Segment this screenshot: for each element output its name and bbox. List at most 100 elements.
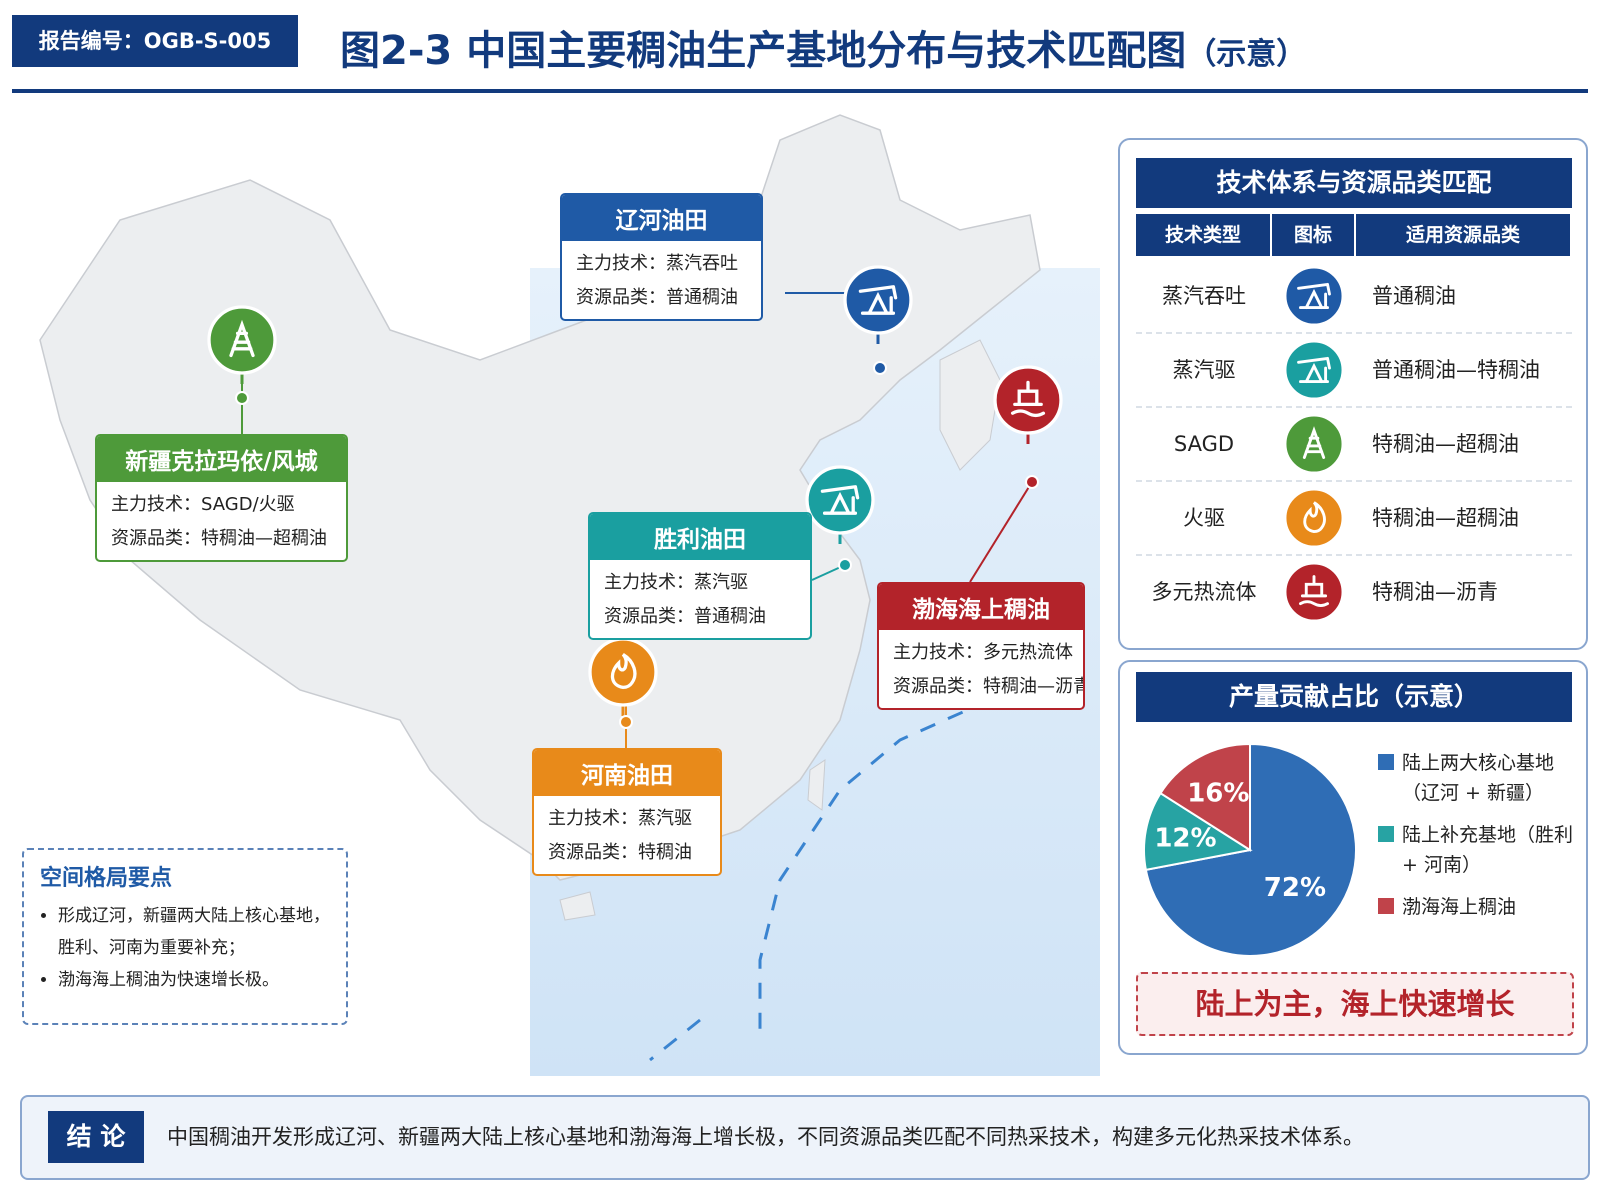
resource-type: 普通稠油—特稠油 [1372,358,1540,382]
maritime-line [649,698,991,1062]
resource-type: 普通稠油 [1372,284,1456,308]
pie-chart: 72% 12% 16% [1143,742,1357,957]
icon-circle [805,465,875,535]
notes-title: 空间格局要点 [40,866,173,891]
base-card: 渤海海上稠油 主力技术：多元热流体 资源品类：特稠油—沥青 [877,582,1085,710]
peninsula [939,339,1001,471]
table-header: 适用资源品类 [1356,214,1570,256]
icon [1283,339,1345,401]
table-header: 图标 [1272,214,1354,256]
icon-glyph [610,652,637,690]
icon-glyph [1299,575,1329,607]
resource-type: 特稠油—沥青 [1372,580,1498,604]
tech-panel: 技术体系与资源品类匹配 技术类型 图标 适用资源品类蒸汽吞吐 普通稠油蒸汽驱 普通稠油—… [1118,138,1588,650]
icon-glyph [858,285,898,315]
base-resource: 资源品类：特稠油—沥青 [893,676,1085,697]
icon-circle [1283,487,1345,549]
pin-dot [838,558,852,572]
hainan [559,891,596,921]
icon [805,465,875,535]
title-note: （示意） [1186,37,1307,72]
icon [1283,561,1345,623]
base-name: 辽河油田 [562,195,761,241]
base-tech: 主力技术：蒸汽吞吐 [576,253,738,274]
legend-label: 陆上两大核心基地（辽河 + 新疆） [1402,752,1555,804]
pie-title: 产量贡献占比（示意） [1136,672,1572,722]
base-resource: 资源品类：普通稠油 [576,287,738,308]
tech-type: 蒸汽吞吐 [1162,284,1246,308]
pin-dot [873,361,887,375]
tech-title: 技术体系与资源品类匹配 [1136,158,1572,208]
tech-type: 多元热流体 [1151,580,1257,604]
icon-circle [843,265,913,335]
notes-list: 形成辽河，新疆两大陆上核心基地，胜利、河南为重要补充； 渤海海上稠油为快速增长极… [40,900,330,996]
pin-dot [235,391,249,405]
icon-glyph [229,319,255,358]
title-wrap: 图2-3 中国主要稠油生产基地分布与技术匹配图（示意） [340,18,1440,78]
icon-circle [1283,265,1345,327]
base-name: 河南油田 [534,750,720,796]
tech-type: 蒸汽驱 [1172,358,1236,382]
base-tech: 主力技术：蒸汽驱 [604,572,748,593]
connector [969,481,1033,583]
legend-label: 渤海海上稠油 [1402,896,1517,918]
icon-circle [1283,339,1345,401]
icon-glyph [1297,356,1331,384]
icon-circle [1283,561,1345,623]
base-resource: 资源品类：普通稠油 [604,606,766,627]
icon [993,365,1063,435]
resource-type: 特稠油—超稠油 [1372,506,1519,530]
base-name: 新疆克拉玛依/风城 [97,436,346,482]
note-item: 形成辽河，新疆两大陆上核心基地，胜利、河南为重要补充； [58,900,330,964]
resource-type: 特稠油—超稠油 [1372,432,1519,456]
conclusion-text: 中国稠油开发形成辽河、新疆两大陆上核心基地和渤海海上增长极，不同资源品类匹配不同… [167,1125,1364,1149]
table-header: 技术类型 [1136,214,1270,256]
slice-label: 12% [1154,824,1216,854]
pie-slice [1143,791,1253,872]
icon-glyph [1303,501,1326,533]
base-tech: 主力技术：SAGD/火驱 [111,494,295,515]
icon-circle [993,365,1063,435]
base-card: 胜利油田主力技术：蒸汽驱 资源品类：普通稠油 [588,512,812,640]
callout: 陆上为主，海上快速增长 [1136,972,1574,1036]
icon-circle [1283,413,1345,475]
pin-dot [619,715,633,729]
legend-label: 陆上补充基地（胜利 + 河南） [1402,824,1574,876]
icon [588,637,658,707]
table-icons [1136,265,1572,623]
title: 图2-3 中国主要稠油生产基地分布与技术匹配图 [340,28,1187,74]
base-resource: 资源品类：特稠油—超稠油 [111,528,327,549]
pin-dot [1025,475,1039,489]
taiwan [807,759,826,811]
pie-panel: 产量贡献占比（示意） 陆上为主，海上快速增长 陆上两大核心基地（辽河 + 新疆）… [1118,660,1588,1055]
icon-glyph [1010,380,1046,418]
icon-glyph [1297,282,1331,310]
icon-circle [588,637,658,707]
legend-swatch [1378,754,1394,770]
slice-label: 72% [1264,873,1326,903]
base-name: 胜利油田 [590,514,810,560]
legend-swatch [1378,826,1394,842]
base-name: 渤海海上稠油 [879,584,1083,630]
base-card: 辽河油田主力技术：蒸汽吞吐 资源品类：普通稠油 [560,193,763,321]
spatial-notes: 空间格局要点 形成辽河，新疆两大陆上核心基地，胜利、河南为重要补充； 渤海海上稠… [22,848,348,1025]
icon-glyph [1302,426,1326,459]
legend-swatch [1378,898,1394,914]
report-number: 报告编号：OGB-S-005 [12,15,298,67]
icon [1283,487,1345,549]
slice-label: 16% [1187,778,1249,808]
tech-type: 火驱 [1183,506,1225,530]
icon [1283,413,1345,475]
base-tech: 主力技术：蒸汽驱 [548,808,692,829]
header-rule [12,89,1588,93]
tech-type: SAGD [1173,432,1235,456]
icon [1283,265,1345,327]
pie-slice [1159,742,1251,852]
icon-glyph [820,485,860,515]
note-item: 渤海海上稠油为快速增长极。 [58,964,330,996]
conclusion-label: 结 论 [48,1111,144,1163]
conclusion: 结 论 中国稠油开发形成辽河、新疆两大陆上核心基地和渤海海上增长极，不同资源品类… [20,1095,1590,1180]
icon [207,305,277,375]
icon [843,265,913,335]
icon-circle [207,305,277,375]
